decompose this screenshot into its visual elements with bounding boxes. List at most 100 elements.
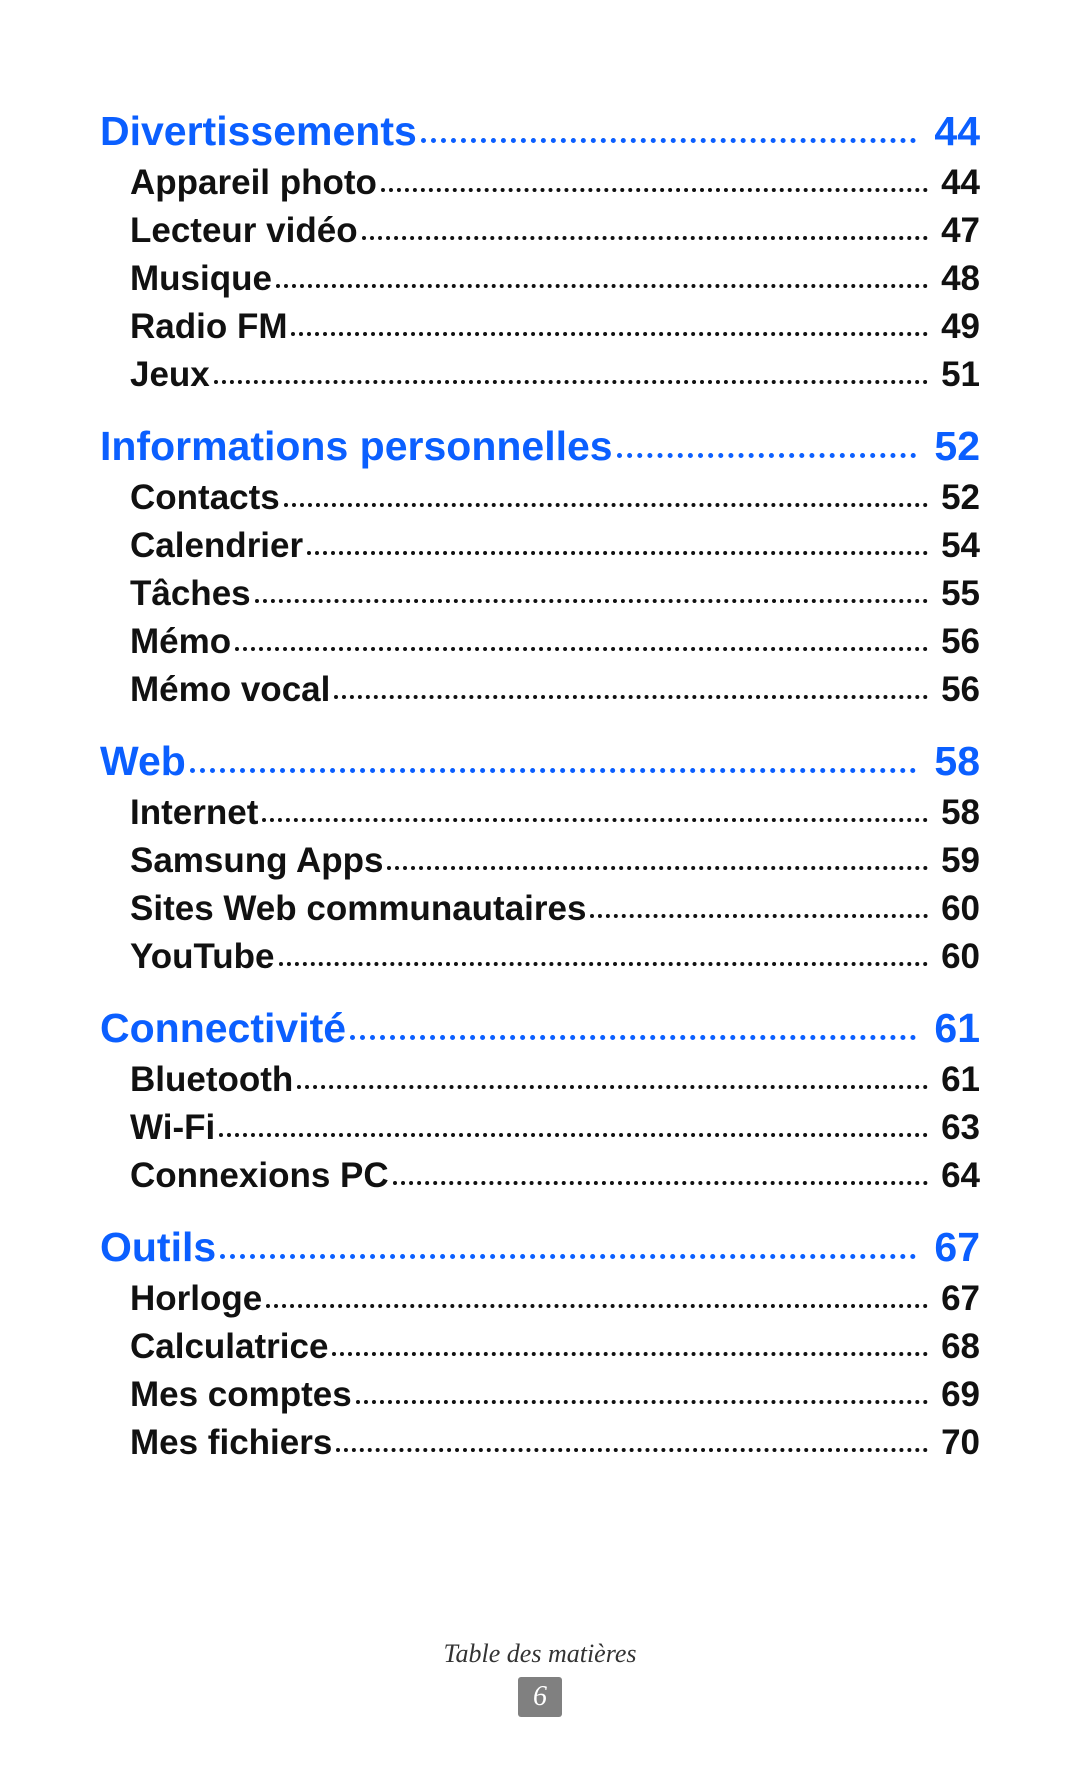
toc-item-title: Horloge: [130, 1279, 262, 1319]
toc-item[interactable]: Lecteur vidéo 47: [100, 211, 980, 251]
toc-item-page: 64: [932, 1156, 980, 1196]
toc-section: Divertissements 44 Appareil photo 44 Lec…: [100, 108, 980, 395]
toc-item[interactable]: Mes fichiers 70: [100, 1423, 980, 1463]
toc-section-heading[interactable]: Outils 67: [100, 1224, 980, 1271]
toc-leader-dots: [276, 268, 928, 288]
toc-leader-dots: [307, 535, 928, 555]
toc-item[interactable]: YouTube 60: [100, 937, 980, 977]
toc-section-heading[interactable]: Web 58: [100, 738, 980, 785]
toc-item[interactable]: Mes comptes 69: [100, 1375, 980, 1415]
toc-item-page: 70: [932, 1423, 980, 1463]
toc-item-page: 51: [932, 355, 980, 395]
toc-item[interactable]: Internet 58: [100, 793, 980, 833]
toc-item-title: Mémo: [130, 622, 231, 662]
toc-leader-dots: [235, 631, 928, 651]
toc-item-title: Appareil photo: [130, 163, 377, 203]
toc-item-title: YouTube: [130, 937, 275, 977]
toc-section-title: Divertissements: [100, 108, 417, 155]
toc-item-page: 47: [932, 211, 980, 251]
toc-item-title: Wi-Fi: [130, 1108, 215, 1148]
toc-leader-dots: [284, 487, 928, 507]
toc-item-page: 52: [932, 478, 980, 518]
toc-item-title: Tâches: [130, 574, 251, 614]
toc-section: Web 58 Internet 58 Samsung Apps 59 Sites…: [100, 738, 980, 977]
toc-item[interactable]: Samsung Apps 59: [100, 841, 980, 881]
toc-section-page: 44: [920, 108, 980, 155]
toc-item-page: 63: [932, 1108, 980, 1148]
toc-section-title: Web: [100, 738, 186, 785]
toc-section-page: 58: [920, 738, 980, 785]
toc-leader-dots: [266, 1288, 928, 1308]
toc-section-title: Connectivité: [100, 1005, 346, 1052]
toc-item-page: 60: [932, 889, 980, 929]
toc-section-heading[interactable]: Informations personnelles 52: [100, 423, 980, 470]
toc-item-page: 59: [932, 841, 980, 881]
toc-leader-dots: [219, 1117, 928, 1137]
toc-leader-dots: [279, 946, 928, 966]
toc-section: Outils 67 Horloge 67 Calculatrice 68 Mes…: [100, 1224, 980, 1463]
toc-item[interactable]: Appareil photo 44: [100, 163, 980, 203]
toc-item[interactable]: Bluetooth 61: [100, 1060, 980, 1100]
toc-leader-dots: [336, 1432, 928, 1452]
toc-item-page: 54: [932, 526, 980, 566]
toc-leader-dots: [220, 1236, 916, 1259]
toc-item-title: Jeux: [130, 355, 210, 395]
toc-leader-dots: [262, 802, 928, 822]
toc-leader-dots: [214, 364, 928, 384]
toc-item-title: Lecteur vidéo: [130, 211, 358, 251]
toc-leader-dots: [362, 220, 928, 240]
toc-item-page: 61: [932, 1060, 980, 1100]
toc-item-title: Internet: [130, 793, 258, 833]
toc-leader-dots: [334, 679, 928, 699]
toc-section-heading[interactable]: Divertissements 44: [100, 108, 980, 155]
toc-item[interactable]: Sites Web communautaires 60: [100, 889, 980, 929]
toc-item-page: 58: [932, 793, 980, 833]
toc-item[interactable]: Jeux 51: [100, 355, 980, 395]
toc-item-page: 44: [932, 163, 980, 203]
toc-leader-dots: [393, 1165, 928, 1185]
toc-leader-dots: [350, 1017, 916, 1040]
toc-item[interactable]: Wi-Fi 63: [100, 1108, 980, 1148]
page-number-badge: 6: [518, 1677, 562, 1717]
table-of-contents: Divertissements 44 Appareil photo 44 Lec…: [100, 108, 980, 1463]
toc-section-heading[interactable]: Connectivité 61: [100, 1005, 980, 1052]
toc-item[interactable]: Calendrier 54: [100, 526, 980, 566]
toc-item-title: Mes comptes: [130, 1375, 352, 1415]
toc-item-page: 67: [932, 1279, 980, 1319]
toc-item-page: 56: [932, 622, 980, 662]
toc-section-page: 52: [920, 423, 980, 470]
toc-item-title: Sites Web communautaires: [130, 889, 586, 929]
toc-section-title: Informations personnelles: [100, 423, 613, 470]
toc-item[interactable]: Musique 48: [100, 259, 980, 299]
toc-item[interactable]: Mémo vocal 56: [100, 670, 980, 710]
toc-item[interactable]: Tâches 55: [100, 574, 980, 614]
toc-item[interactable]: Mémo 56: [100, 622, 980, 662]
toc-item-title: Calendrier: [130, 526, 303, 566]
toc-item-title: Musique: [130, 259, 272, 299]
toc-item-title: Bluetooth: [130, 1060, 293, 1100]
toc-leader-dots: [255, 583, 928, 603]
toc-item-title: Calculatrice: [130, 1327, 328, 1367]
toc-item-title: Radio FM: [130, 307, 287, 347]
toc-item-page: 55: [932, 574, 980, 614]
toc-leader-dots: [297, 1069, 928, 1089]
toc-section: Informations personnelles 52 Contacts 52…: [100, 423, 980, 710]
toc-section-page: 67: [920, 1224, 980, 1271]
toc-item-title: Samsung Apps: [130, 841, 383, 881]
toc-leader-dots: [190, 750, 916, 773]
toc-item[interactable]: Calculatrice 68: [100, 1327, 980, 1367]
toc-leader-dots: [356, 1384, 928, 1404]
toc-leader-dots: [617, 435, 916, 458]
toc-item[interactable]: Connexions PC 64: [100, 1156, 980, 1196]
toc-item[interactable]: Horloge 67: [100, 1279, 980, 1319]
page: Divertissements 44 Appareil photo 44 Lec…: [0, 0, 1080, 1771]
toc-item[interactable]: Radio FM 49: [100, 307, 980, 347]
page-footer: Table des matières 6: [0, 1639, 1080, 1717]
toc-item-page: 56: [932, 670, 980, 710]
toc-item[interactable]: Contacts 52: [100, 478, 980, 518]
toc-leader-dots: [332, 1336, 928, 1356]
toc-item-page: 48: [932, 259, 980, 299]
toc-item-title: Contacts: [130, 478, 280, 518]
toc-item-title: Mémo vocal: [130, 670, 330, 710]
toc-section-page: 61: [920, 1005, 980, 1052]
